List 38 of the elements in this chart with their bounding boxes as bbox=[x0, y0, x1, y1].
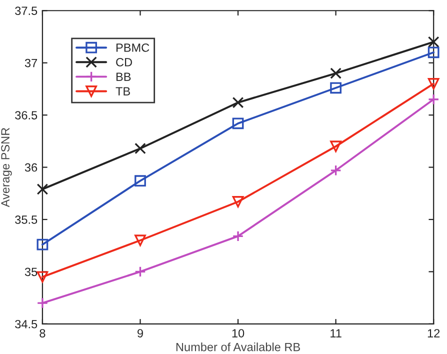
point bbox=[134, 142, 146, 154]
point bbox=[428, 94, 440, 106]
x-tick-label: 9 bbox=[138, 329, 143, 338]
x-tick-label: 12 bbox=[428, 329, 440, 338]
point bbox=[232, 118, 244, 130]
point bbox=[428, 36, 440, 48]
point bbox=[36, 271, 48, 283]
x-tick-label: 11 bbox=[330, 329, 342, 338]
point bbox=[134, 234, 146, 246]
legend-label: TB bbox=[116, 87, 130, 96]
point bbox=[428, 46, 440, 58]
y-tick-label: 37.5 bbox=[15, 6, 38, 16]
y-tick-label: 34.5 bbox=[15, 320, 38, 328]
point bbox=[232, 196, 244, 208]
point bbox=[36, 238, 48, 250]
point bbox=[232, 96, 244, 108]
point bbox=[232, 230, 244, 242]
point bbox=[330, 68, 342, 79]
y-tick-label: 36.5 bbox=[15, 111, 38, 120]
y-tick-label: 36 bbox=[24, 163, 38, 172]
point bbox=[134, 175, 146, 187]
legend-label: PBMC bbox=[116, 43, 150, 52]
point bbox=[36, 184, 48, 195]
point bbox=[330, 82, 342, 94]
legend-label: BB bbox=[116, 72, 131, 81]
point bbox=[134, 266, 146, 278]
point bbox=[330, 164, 342, 176]
y-tick-label: 37 bbox=[24, 58, 38, 68]
x-axis-title: Number of Available RB bbox=[176, 342, 300, 352]
x-tick-label: 8 bbox=[40, 329, 46, 338]
point bbox=[330, 140, 342, 152]
point bbox=[36, 297, 48, 309]
y-tick-label: 35 bbox=[24, 268, 38, 276]
x-tick-label: 10 bbox=[232, 329, 244, 338]
legend-label: CD bbox=[116, 58, 132, 66]
y-tick-label: 35.5 bbox=[15, 216, 38, 224]
y-axis-title: Average PSNR bbox=[1, 128, 12, 208]
point bbox=[428, 78, 440, 90]
